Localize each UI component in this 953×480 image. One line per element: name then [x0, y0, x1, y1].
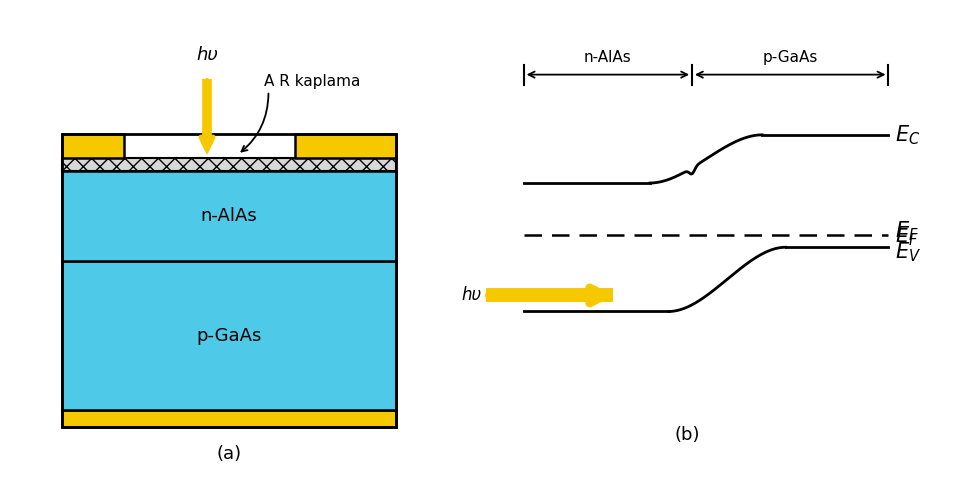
- Bar: [62, 134, 395, 427]
- Bar: [62, 158, 395, 171]
- Bar: [62, 410, 395, 427]
- Bar: [62, 134, 124, 158]
- Bar: [62, 262, 395, 410]
- Text: hυ: hυ: [196, 47, 217, 64]
- Text: A R kaplama: A R kaplama: [264, 74, 360, 89]
- Text: (a): (a): [216, 445, 241, 463]
- Text: (b): (b): [674, 426, 700, 444]
- Text: n-AlAs: n-AlAs: [200, 207, 257, 226]
- Text: n-AlAs: n-AlAs: [583, 49, 631, 65]
- Text: $E_C$: $E_C$: [895, 123, 920, 146]
- Text: p-GaAs: p-GaAs: [761, 49, 817, 65]
- Text: $E_F$: $E_F$: [895, 224, 918, 248]
- Text: $E_F$: $E_F$: [895, 219, 918, 243]
- Bar: [294, 134, 395, 158]
- Text: p-GaAs: p-GaAs: [196, 326, 261, 345]
- Text: $E_V$: $E_V$: [895, 240, 921, 264]
- Bar: [62, 171, 395, 262]
- Text: hυ: hυ: [461, 287, 481, 304]
